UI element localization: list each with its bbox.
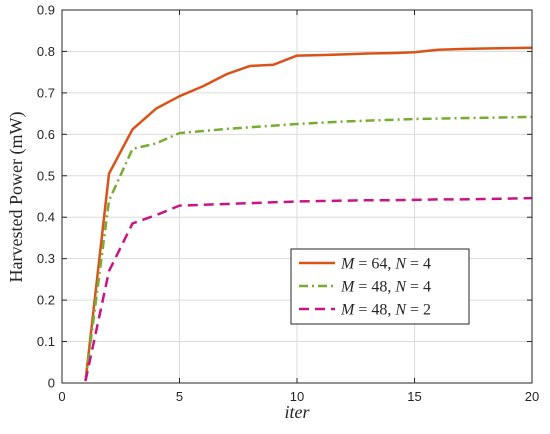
tick-labels: 0 5 10 15 20 0 0.1 0.2 0.3 0.4 0.5 0.6 0.7 0.8 0.9 [37,3,539,405]
grid [62,10,532,383]
series-lines [84,46,533,382]
y-tick-label: 0.1 [37,334,55,349]
y-tick-label: 0.3 [37,251,55,266]
y-tick-label: 0.4 [37,210,55,225]
series-line-3 [84,196,533,382]
series-line-1 [84,46,533,382]
y-tick-label: 0.8 [37,44,55,59]
y-tick-label: 0.7 [37,85,55,100]
y-tick-label: 0.9 [37,3,55,18]
legend-label-2: M = 48, N = 4 [340,279,431,296]
legend-label-3: M = 48, N = 2 [340,302,431,319]
axes [61,9,533,384]
x-tick-label: 20 [525,389,539,404]
legend: M = 64, N = 4 M = 48, N = 4 M = 48, N = 2 [290,248,470,325]
x-tick-label: 15 [407,389,421,404]
x-tick-label: 5 [176,389,183,404]
y-tick-label: 0 [48,376,55,391]
x-tick-label: 10 [290,389,304,404]
y-tick-label: 0.5 [37,168,55,183]
legend-label-1: M = 64, N = 4 [340,256,431,273]
x-axis-title: iter [285,402,311,422]
y-tick-label: 0.6 [37,127,55,142]
y-tick-label: 0.2 [37,293,55,308]
y-axis-title: Harvested Power (mW) [6,112,27,283]
x-tick-label: 0 [58,389,65,404]
series-line-2 [84,115,533,382]
